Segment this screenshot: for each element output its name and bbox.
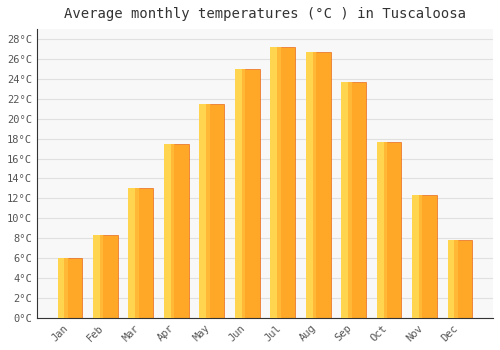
Bar: [306, 52, 330, 318]
Bar: [341, 82, 351, 318]
Bar: [277, 47, 281, 318]
Bar: [58, 258, 68, 318]
Bar: [242, 69, 246, 318]
Bar: [376, 142, 387, 318]
Bar: [454, 240, 459, 318]
Bar: [93, 235, 118, 318]
Bar: [200, 104, 224, 318]
Bar: [164, 144, 174, 318]
Bar: [348, 82, 352, 318]
Bar: [270, 47, 280, 318]
Bar: [270, 47, 295, 318]
Bar: [376, 142, 402, 318]
Bar: [93, 235, 104, 318]
Bar: [128, 188, 139, 318]
Bar: [235, 69, 260, 318]
Bar: [448, 240, 458, 318]
Bar: [128, 188, 154, 318]
Bar: [136, 188, 140, 318]
Bar: [100, 235, 104, 318]
Bar: [419, 195, 424, 318]
Bar: [312, 52, 317, 318]
Bar: [200, 104, 210, 318]
Bar: [412, 195, 422, 318]
Bar: [448, 240, 472, 318]
Bar: [412, 195, 437, 318]
Bar: [341, 82, 366, 318]
Bar: [306, 52, 316, 318]
Bar: [206, 104, 211, 318]
Title: Average monthly temperatures (°C ) in Tuscaloosa: Average monthly temperatures (°C ) in Tu…: [64, 7, 466, 21]
Bar: [64, 258, 69, 318]
Bar: [235, 69, 245, 318]
Bar: [164, 144, 188, 318]
Bar: [171, 144, 175, 318]
Bar: [384, 142, 388, 318]
Bar: [58, 258, 82, 318]
